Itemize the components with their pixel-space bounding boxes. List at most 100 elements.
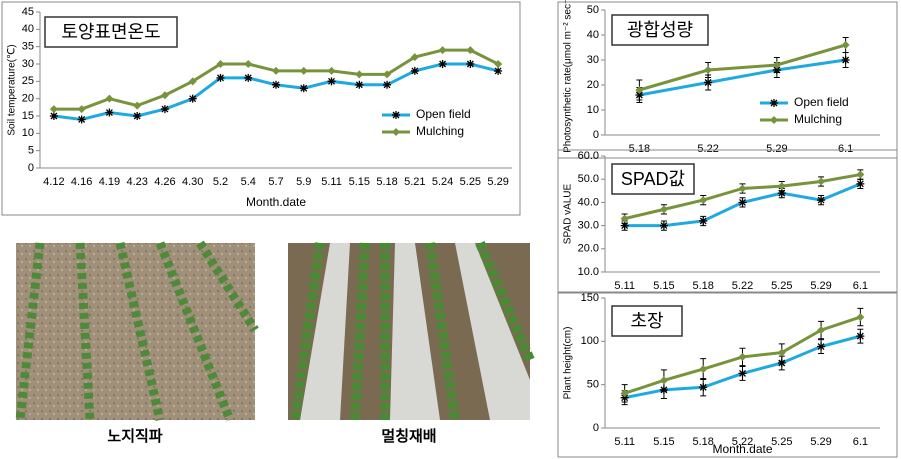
point [244,73,253,82]
point [817,326,826,335]
x-tick-label: 5.18 [376,176,397,188]
legend-label: Open field [416,107,471,121]
x-tick-label: 5.29 [766,143,787,155]
point [77,115,86,124]
y-tick-label: 0 [593,422,599,434]
point [635,86,644,94]
photo-caption: 멀칭재배 [381,428,436,445]
x-tick-label: 5.25 [771,436,792,448]
y-tick-label: 150 [581,292,599,304]
point [817,196,826,205]
point [77,105,86,114]
x-tick-label: 5.4 [241,176,256,188]
point [355,80,364,89]
x-tick-label: 5.15 [653,436,674,448]
point [738,184,747,193]
chart-title: 초장 [630,311,663,331]
x-tick-label: 6.1 [838,143,853,155]
y-tick-label: 0 [28,162,34,174]
point [410,66,419,75]
point [856,332,865,341]
chart-title: SPAD값 [621,169,685,189]
point [738,352,747,361]
x-tick-label: 5.15 [349,176,370,188]
point [620,221,629,230]
y-axis-label: SPAD vALUE [563,183,574,244]
point [216,60,225,68]
y-tick-label: 0 [593,129,599,141]
series-line [53,48,499,111]
x-tick-label: 5.7 [268,176,283,188]
x-tick-label: 5.9 [296,176,311,188]
point [770,99,778,107]
x-tick-label: 6.1 [853,280,868,292]
point [494,66,503,75]
y-tick-label: 45 [22,6,34,18]
y-tick-label: 50 [587,4,599,16]
point [777,359,786,367]
point [272,66,280,75]
point [494,60,503,68]
point [777,189,786,198]
title-box [611,163,695,195]
title-box [611,14,709,46]
point [244,60,253,68]
x-tick-label: 5.29 [487,176,508,188]
x-tick-label: 5.25 [771,280,792,292]
point [438,46,447,55]
point [699,216,708,225]
point [699,365,708,374]
y-tick-label: 30 [587,54,599,66]
x-tick-label: 6.1 [853,436,868,448]
point [856,170,865,179]
x-tick-label: 5.11 [614,436,635,448]
point [49,112,58,120]
point [466,60,475,68]
point [659,376,668,385]
legend-label: Mulching [794,112,842,126]
point [699,383,708,392]
y-tick-label: 50 [587,379,599,391]
y-axis-label: Plant height(cm) [563,327,574,400]
point [704,66,713,74]
point [738,198,747,207]
x-axis-label: Month.date [246,195,306,209]
photo-open-field [15,240,259,422]
x-tick-label: 4.23 [126,176,147,188]
x-tick-label: 5.2 [213,176,228,188]
point [817,342,826,351]
x-tick-label: 5.11 [614,280,635,292]
point [704,78,713,87]
x-tick-label: 5.18 [629,143,650,155]
y-tick-label: 20 [587,79,599,91]
x-tick-label: 5.15 [653,280,674,292]
point [327,66,336,75]
point [105,94,114,103]
chart-title: 광합성량 [627,20,693,40]
x-tick-label: 4.19 [99,176,120,188]
x-tick-label: 5.21 [404,176,425,188]
point [738,369,747,378]
x-tick-label: 5.25 [460,176,481,188]
point [841,56,850,64]
y-tick-label: 10 [22,127,34,139]
y-tick-label: 40.0 [578,196,599,208]
point [49,105,58,114]
point [392,128,400,136]
point [777,182,786,191]
point [620,389,629,398]
point [188,77,197,86]
point [392,111,400,119]
x-tick-label: 5.29 [810,280,831,292]
x-tick-label: 4.12 [43,176,64,188]
point [772,61,781,69]
x-tick-label: 5.29 [810,436,831,448]
x-tick-label: 4.30 [182,176,203,188]
point [355,70,364,79]
legend-label: Open field [794,95,849,109]
point [216,73,225,82]
point [841,41,850,49]
point [770,116,778,124]
y-tick-label: 60.0 [578,150,599,162]
